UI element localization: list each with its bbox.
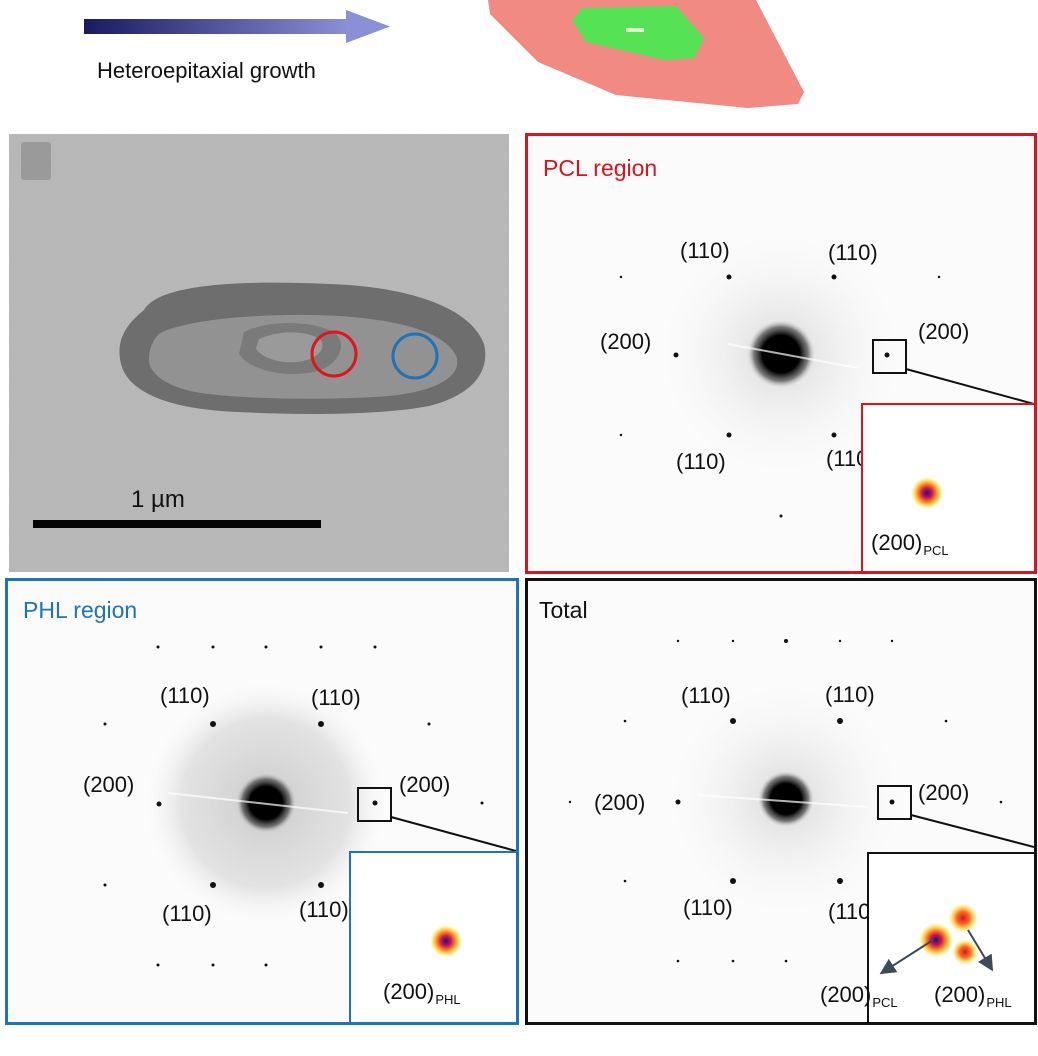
pcl-inset: (200)PCL bbox=[861, 403, 1034, 571]
pcl-diffraction-panel: PCL region (110) (110) (200) (200) (110)… bbox=[525, 133, 1037, 574]
pcl-region-circle bbox=[310, 330, 358, 378]
pcl-inset-label: (200)PCL bbox=[871, 530, 949, 558]
pcl-label-200-left: (200) bbox=[600, 329, 652, 354]
phl-panel-title: PHL region bbox=[23, 597, 138, 623]
tem-image: 1 µm bbox=[9, 134, 509, 572]
total-inset-label-phl: (200)PHL bbox=[934, 982, 1012, 1010]
phl-label-110-top-right: (110) bbox=[311, 685, 361, 710]
phl-region-circle bbox=[391, 332, 439, 380]
phl-label-110-bottom-right: (110) bbox=[299, 897, 349, 922]
growth-label: Heteroepitaxial growth bbox=[97, 58, 316, 83]
total-inset-label-pcl: (200)PCL bbox=[820, 982, 898, 1010]
phl-diffraction-panel: PHL region (110) (110) (200) (200) (110)… bbox=[5, 578, 519, 1025]
scale-bar bbox=[33, 520, 321, 528]
total-label-200-left: (200) bbox=[594, 790, 646, 815]
pcl-panel-title: PCL region bbox=[543, 155, 658, 181]
total-label-110-top-right: (110) bbox=[825, 682, 875, 707]
total-label-110-top-left: (110) bbox=[681, 683, 731, 708]
total-diffraction-panel: Total (110) (110) (200) (200) (110) (110… bbox=[525, 578, 1037, 1025]
phl-label-110-bottom-left: (110) bbox=[162, 901, 212, 926]
pcl-label-110-bottom-left: (110) bbox=[676, 449, 726, 474]
total-inset: (200)PCL (200)PHL bbox=[820, 852, 1034, 1022]
pcl-label-110-top-right: (110) bbox=[828, 240, 878, 265]
phl-inset: (200)PHL bbox=[349, 851, 516, 1022]
pcl-label-200-right: (200) bbox=[918, 319, 970, 344]
phl-inset-label: (200)PHL bbox=[383, 979, 461, 1007]
total-label-110-bottom-left: (110) bbox=[683, 895, 733, 920]
total-label-200-right: (200) bbox=[918, 780, 970, 805]
lamella-illustration bbox=[486, 0, 808, 112]
scale-bar-label: 1 µm bbox=[131, 486, 185, 513]
total-label-110-bottom-right: (110) bbox=[828, 899, 878, 924]
phl-label-200-left: (200) bbox=[83, 772, 135, 797]
pcl-label-110-top-left: (110) bbox=[680, 238, 730, 263]
growth-arrow bbox=[84, 10, 394, 44]
phl-label-200-right: (200) bbox=[399, 772, 451, 797]
total-panel-title: Total bbox=[539, 597, 588, 623]
phl-label-110-top-left: (110) bbox=[160, 683, 210, 708]
